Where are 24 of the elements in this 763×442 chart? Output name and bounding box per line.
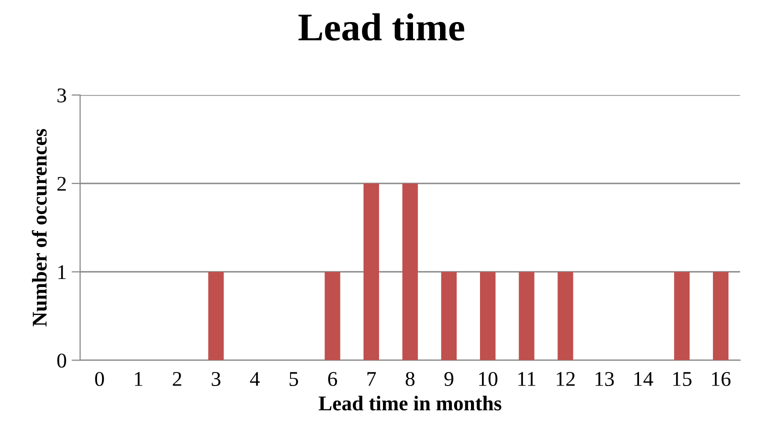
x-tick-label: 13 <box>596 372 614 386</box>
y-tick-label: 0 <box>57 354 66 368</box>
x-tick-label: 2 <box>172 372 182 386</box>
x-tick-label: 12 <box>556 372 575 386</box>
x-axis-title: Lead time in months <box>318 396 502 410</box>
y-tick-label: 2 <box>57 176 66 191</box>
x-tick-label: 4 <box>250 372 260 386</box>
x-tick-label: 5 <box>290 372 298 386</box>
x-tick-label: 1 <box>134 372 142 386</box>
x-tick-label: 10 <box>479 372 498 386</box>
x-tick-label: 8 <box>406 372 415 386</box>
y-axis-title: Number of occurences <box>32 129 47 326</box>
x-tick-label: 16 <box>712 372 730 386</box>
x-tick-label: 14 <box>634 372 654 386</box>
x-tick-label: 6 <box>328 372 338 386</box>
chart-title: Lead time <box>298 13 464 41</box>
y-tick-label: 1 <box>58 265 66 280</box>
y-tick-label: 3 <box>58 88 66 102</box>
x-tick-label: 9 <box>444 372 454 386</box>
x-tick-label: 3 <box>212 372 220 386</box>
x-tick-label: 7 <box>367 372 376 386</box>
x-tick-label: 0 <box>95 372 104 386</box>
x-tick-label: 15 <box>673 372 692 386</box>
x-tick-label: 11 <box>518 372 536 386</box>
